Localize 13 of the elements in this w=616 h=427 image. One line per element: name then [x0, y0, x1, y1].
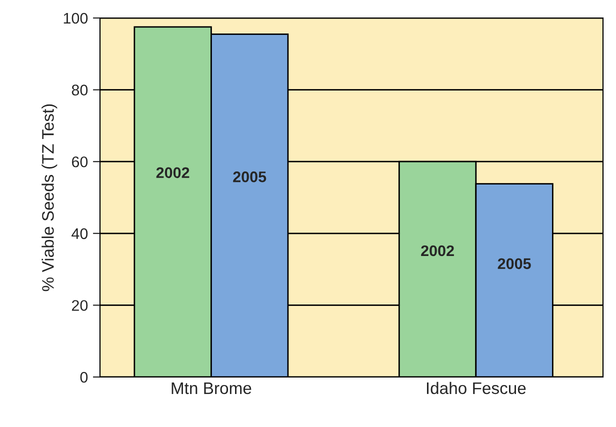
y-axis-title: % Viable Seeds (TZ Test)	[42, 104, 58, 292]
x-tick-label: Idaho Fescue	[426, 382, 526, 394]
y-tick-label: 80	[72, 84, 88, 96]
x-tick-label: Mtn Brome	[172, 382, 252, 394]
series-label: 2005	[498, 258, 531, 270]
y-tick-label: 40	[72, 228, 88, 240]
y-tick-label: 100	[64, 12, 88, 24]
series-label: 2002	[156, 167, 190, 178]
y-tick-label: 0	[80, 372, 88, 383]
text: 2002	[421, 245, 454, 256]
y-tick-label: 20	[72, 300, 88, 311]
y-tick-label: 60	[72, 156, 88, 168]
text: 2005	[233, 171, 266, 182]
